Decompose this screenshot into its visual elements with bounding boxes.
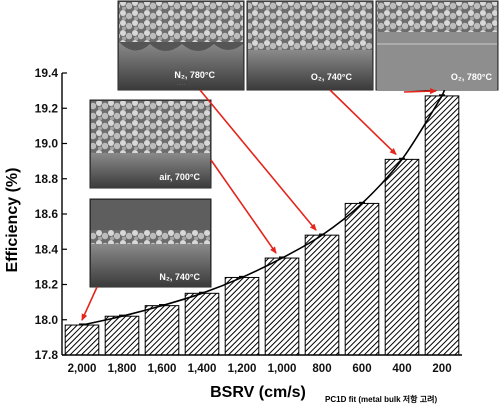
bar-4 [224, 276, 260, 356]
fit-curve-group [81, 72, 453, 326]
sem-label: air, 700°C [159, 172, 200, 182]
bar-3 [184, 292, 220, 356]
x-axis-label: BSRV (cm/s) [210, 384, 306, 401]
pointer-arrow-3 [210, 159, 277, 254]
x-tick-label: 200 [432, 363, 451, 375]
sem-inset-air-700: air, 700°C [89, 99, 212, 189]
x-ticks-group: 2,000 1,800 1,600 1,400 1,200 1,000 800 600 400 2… [68, 363, 452, 375]
bar-6 [304, 234, 340, 356]
pointer-arrow-4 [81, 286, 98, 321]
sem-inset-o2-780: O₂, 780°C [375, 0, 499, 91]
fit-curve [81, 72, 453, 326]
x-tick-label: 1,400 [188, 363, 217, 375]
bar-8 [384, 158, 420, 356]
bar-7 [344, 202, 380, 356]
x-tick-label: 1,000 [268, 363, 297, 375]
y-tick-label: 17.8 [35, 348, 59, 362]
sem-label: N₂, 780°C [174, 70, 215, 80]
y-tick-label: 19.4 [35, 66, 59, 80]
y-tick-label: 19.2 [35, 101, 59, 115]
sem-label: O₂, 740°C [311, 72, 353, 82]
pointer-arrow-0 [199, 89, 317, 231]
x-tick-label: 1,800 [108, 363, 137, 375]
x-tick-label: 600 [352, 363, 371, 375]
sem-label: N₂, 740°C [159, 272, 200, 282]
x-tick-label: 1,600 [148, 363, 177, 375]
x-tick-label: 800 [312, 363, 331, 375]
bar-9 [424, 95, 460, 356]
x-tick-label: 1,200 [228, 363, 257, 375]
sem-inset-n2-780: N₂, 780°C · · · · [117, 0, 245, 91]
y-tick-label: 18.0 [35, 313, 59, 327]
sem-label: O₂, 780°C [451, 72, 493, 82]
x-tick-label: 2,000 [68, 363, 97, 375]
y-tick-label: 18.4 [35, 242, 59, 256]
y-tick-label: 19.0 [35, 137, 59, 151]
sem-scalebar-text: · · · · [177, 83, 185, 87]
sem-inset-n2-740: N₂, 740°C [89, 198, 212, 288]
y-tick-label: 18.6 [35, 207, 59, 221]
sem-inset-o2-740: O₂, 740°C [246, 0, 374, 91]
bar-5 [264, 257, 300, 356]
y-tick-label: 18.8 [35, 172, 59, 186]
bars-group [64, 94, 460, 356]
fit-note: PC1D fit (metal bulk 저항 고려) [325, 394, 437, 404]
sem-insets-group: N₂, 780°C · · · · O₂, 740°C O₂, 780°C ai… [89, 0, 499, 288]
arrows-group [81, 88, 437, 321]
y-tick-label: 18.2 [35, 278, 59, 292]
bar-1 [104, 315, 140, 356]
bar-2 [144, 305, 180, 356]
y-axis-label: Efficiency (%) [4, 168, 21, 273]
pointer-arrow-1 [329, 89, 397, 156]
x-tick-label: 400 [392, 363, 411, 375]
y-ticks-group: 17.8 18.0 18.2 18.4 18.6 18.8 19.0 19.2 19.4 [35, 66, 67, 362]
bar-0 [64, 324, 100, 356]
pointer-arrow-2 [403, 88, 437, 95]
